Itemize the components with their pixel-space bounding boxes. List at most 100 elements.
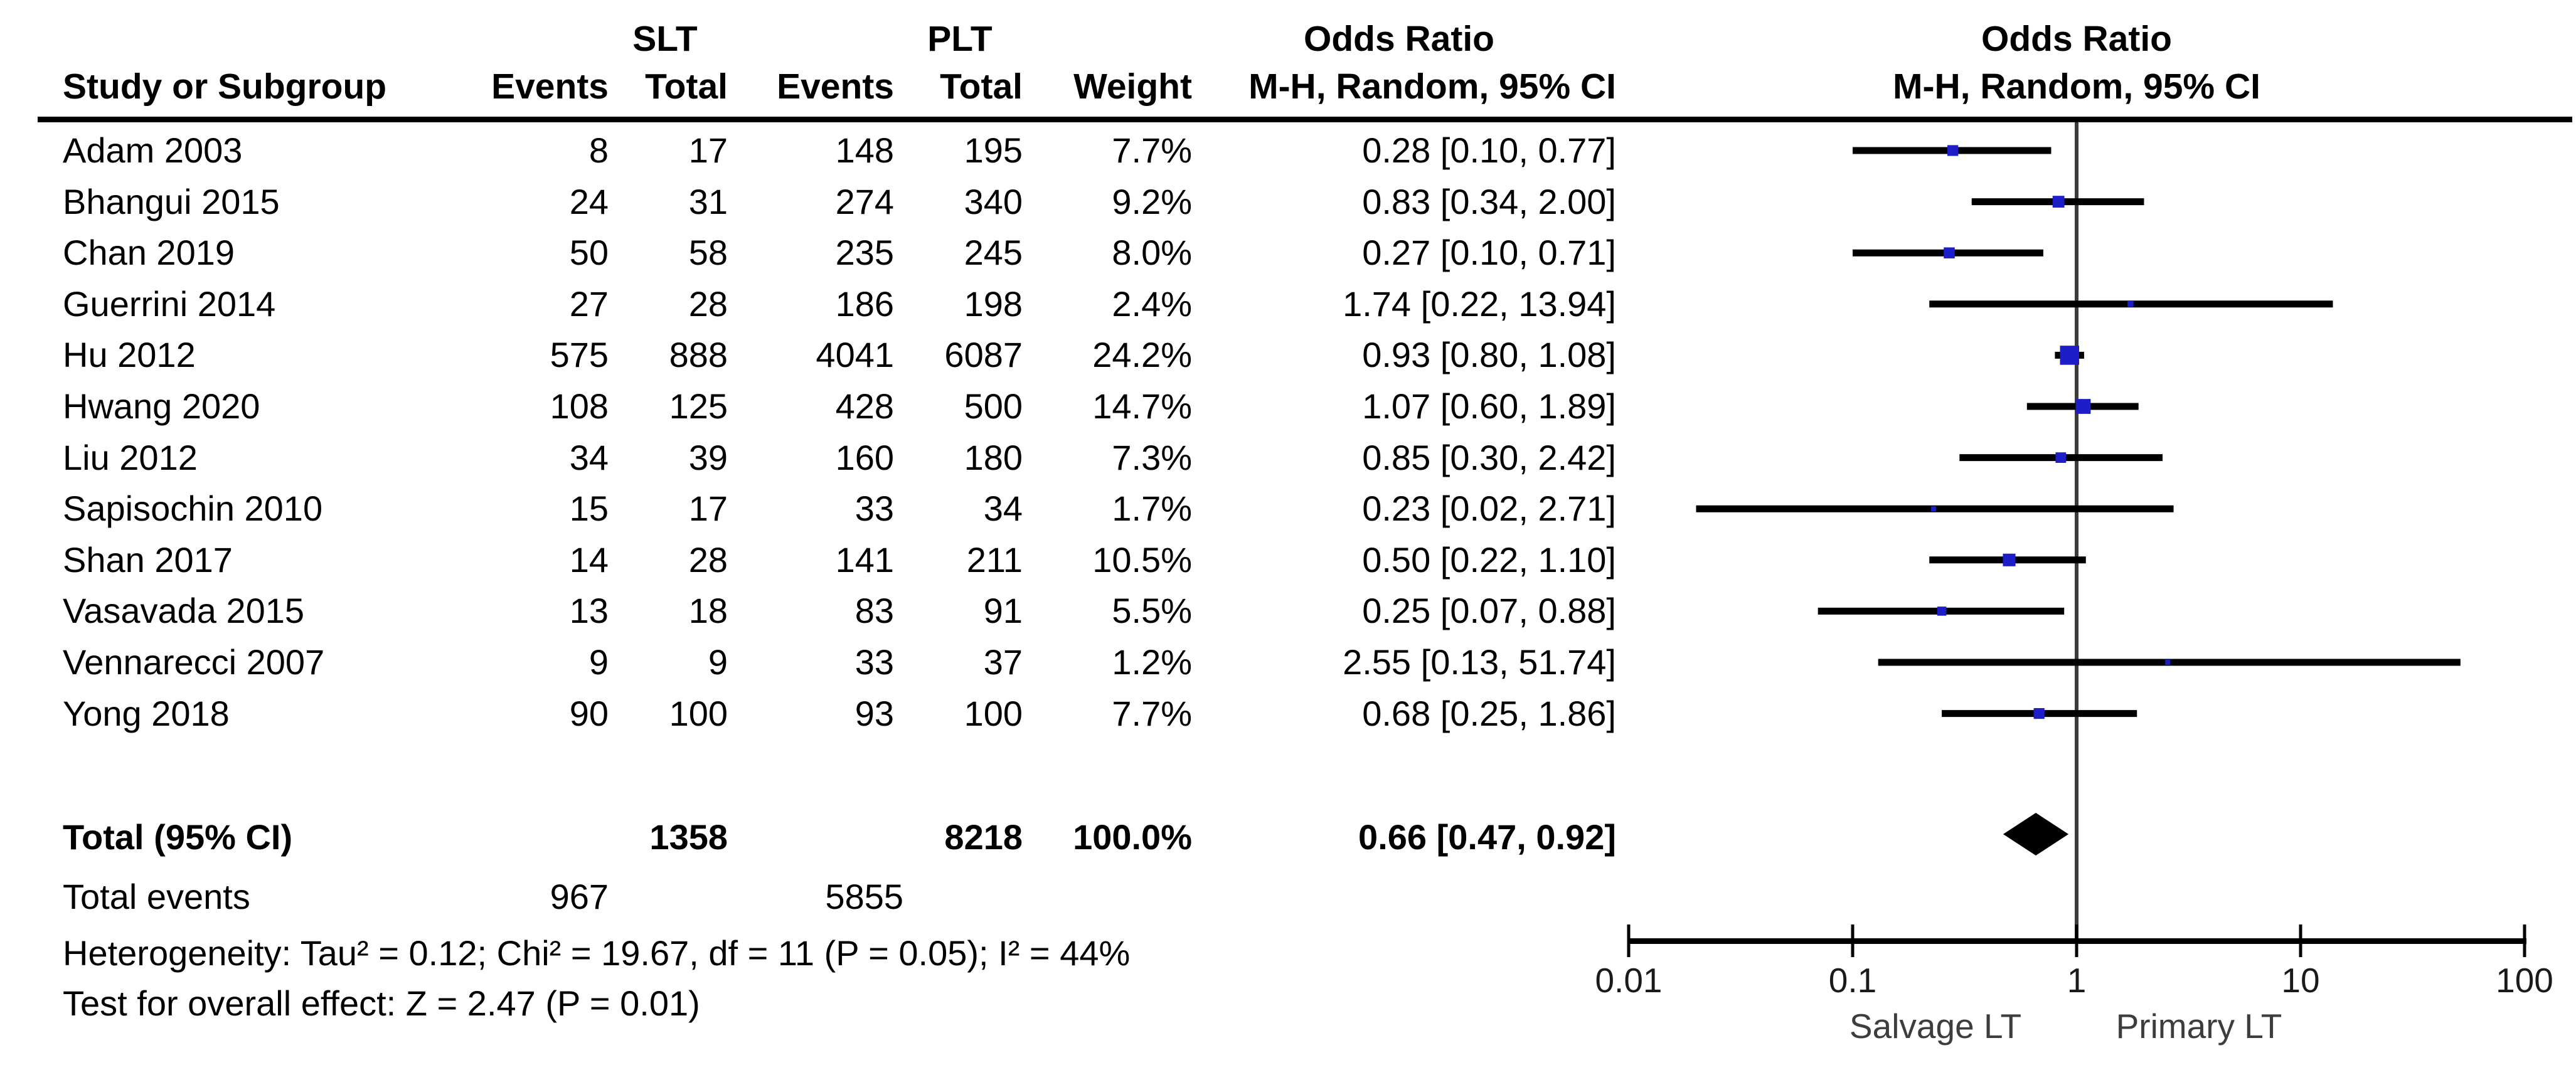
row-study: Guerrini 2014: [63, 283, 276, 324]
or-point-marker: [2127, 300, 2134, 307]
row-weight: 2.4%: [1112, 283, 1192, 324]
total-slt-events: 967: [550, 877, 609, 916]
odds-ratio-header-left: Odds Ratio: [1303, 19, 1494, 59]
row-weight: 1.2%: [1112, 642, 1192, 682]
row-plt_events: 93: [854, 693, 894, 733]
row-plt_events: 33: [854, 642, 894, 682]
row-weight: 7.7%: [1112, 130, 1192, 170]
row-slt_total: 39: [688, 437, 728, 477]
total-slt-total: 1358: [649, 817, 728, 857]
row-slt_events: 9: [588, 642, 609, 682]
tick-label-001: 0.01: [1595, 961, 1663, 1000]
row-slt_events: 27: [569, 283, 609, 324]
row-weight: 1.7%: [1112, 489, 1192, 529]
header-rule: [38, 117, 2572, 122]
or-point-marker: [1937, 607, 1947, 616]
row-weight: 8.0%: [1112, 233, 1192, 273]
favours-right-label: Primary LT: [2116, 1007, 2282, 1046]
row-weight: 9.2%: [1112, 181, 1192, 221]
row-weight: 5.5%: [1112, 591, 1192, 631]
row-slt_events: 13: [569, 591, 609, 631]
group2-header: PLT: [927, 19, 993, 59]
favours-left-label: Salvage LT: [1849, 1007, 2022, 1046]
or-point-marker: [2055, 452, 2067, 463]
tick-label-10: 10: [2281, 961, 2320, 1000]
or-point-marker: [1944, 247, 1955, 258]
or-point-marker: [2075, 399, 2091, 414]
plt-total-column-header: Total: [940, 66, 1023, 107]
or-point-marker: [1947, 145, 1959, 156]
row-plt_total: 100: [964, 693, 1023, 733]
row-slt_total: 125: [669, 386, 728, 426]
row-plt_events: 141: [835, 539, 894, 580]
row-slt_total: 58: [688, 233, 728, 273]
row-slt_events: 575: [550, 335, 609, 375]
row-plt_events: 148: [835, 130, 894, 170]
row-or_ci: 0.28 [0.10, 0.77]: [1362, 130, 1616, 170]
row-study: Shan 2017: [63, 539, 233, 580]
row-plt_total: 500: [964, 386, 1023, 426]
row-slt_total: 28: [688, 283, 728, 324]
total-plt-events: 5855: [825, 877, 903, 916]
row-weight: 14.7%: [1092, 386, 1192, 426]
row-or_ci: 0.50 [0.22, 1.10]: [1362, 539, 1616, 580]
row-plt_total: 6087: [944, 335, 1023, 375]
row-or_ci: 2.55 [0.13, 51.74]: [1343, 642, 1616, 682]
or-method-header-right: M-H, Random, 95% CI: [1893, 66, 2260, 107]
row-or_ci: 1.74 [0.22, 13.94]: [1343, 283, 1616, 324]
overall-effect-stats: Test for overall effect: Z = 2.47 (P = 0…: [63, 983, 700, 1023]
row-study: Adam 2003: [63, 130, 243, 170]
group1-header: SLT: [632, 19, 698, 59]
row-slt_events: 15: [569, 489, 609, 529]
total-row-label: Total (95% CI): [63, 817, 293, 857]
row-or_ci: 0.68 [0.25, 1.86]: [1362, 693, 1616, 733]
row-study: Liu 2012: [63, 437, 198, 477]
row-study: Vennarecci 2007: [63, 642, 325, 682]
row-weight: 7.3%: [1112, 437, 1192, 477]
row-study: Vasavada 2015: [63, 591, 305, 631]
row-plt_total: 91: [983, 591, 1023, 631]
x-axis-ticks: [1627, 924, 2526, 957]
axis-tick: [2523, 924, 2526, 957]
odds-ratio-header-right: Odds Ratio: [1981, 19, 2172, 59]
row-slt_events: 24: [569, 181, 609, 221]
row-plt_events: 83: [854, 591, 894, 631]
row-slt_total: 28: [688, 539, 728, 580]
row-study: Hwang 2020: [63, 386, 260, 426]
row-plt_events: 160: [835, 437, 894, 477]
row-weight: 10.5%: [1092, 539, 1192, 580]
row-study: Hu 2012: [63, 335, 196, 375]
row-slt_events: 8: [588, 130, 609, 170]
row-plt_total: 340: [964, 181, 1023, 221]
row-slt_total: 9: [708, 642, 728, 682]
plt-events-column-header: Events: [777, 66, 894, 107]
row-slt_total: 18: [688, 591, 728, 631]
row-plt_events: 33: [854, 489, 894, 529]
row-or_ci: 0.27 [0.10, 0.71]: [1362, 233, 1616, 273]
row-slt_total: 888: [669, 335, 728, 375]
study-column-header: Study or Subgroup: [63, 66, 387, 107]
tick-label-100: 100: [2496, 961, 2553, 1000]
or-point-marker: [2003, 553, 2016, 566]
or-point-marker: [2052, 196, 2065, 208]
row-plt_total: 211: [966, 539, 1023, 580]
or-point-marker: [1931, 506, 1937, 512]
row-slt_total: 17: [688, 130, 728, 170]
row-or_ci: 0.83 [0.34, 2.00]: [1362, 181, 1616, 221]
row-plt_events: 235: [835, 233, 894, 273]
axis-tick: [1627, 924, 1631, 957]
row-study: Chan 2019: [63, 233, 235, 273]
row-weight: 24.2%: [1092, 335, 1192, 375]
tick-label-1: 1: [2067, 961, 2087, 1000]
row-plt_total: 198: [964, 283, 1023, 324]
axis-tick: [2075, 924, 2078, 957]
row-slt_events: 108: [550, 386, 609, 426]
row-study: Sapisochin 2010: [63, 489, 323, 529]
total-diamond: [2003, 813, 2069, 855]
axis-tick: [1851, 924, 1855, 957]
row-slt_total: 17: [688, 489, 728, 529]
row-slt_total: 100: [669, 693, 728, 733]
row-or_ci: 0.23 [0.02, 2.71]: [1362, 489, 1616, 529]
